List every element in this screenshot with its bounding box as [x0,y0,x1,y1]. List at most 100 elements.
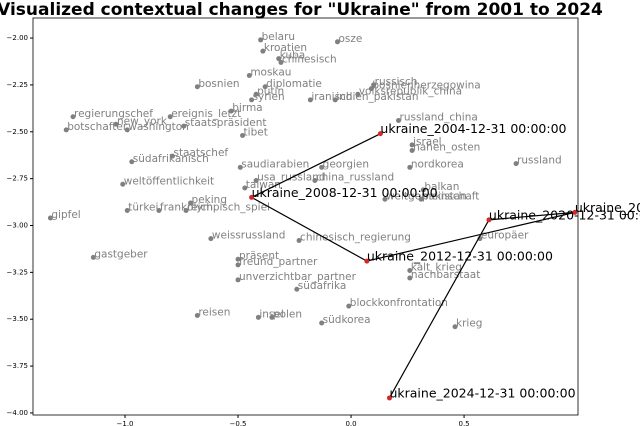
point [407,275,413,281]
x-tick-label: −1.0 [117,420,134,426]
point [296,237,302,243]
y-tick-label: −3.25 [7,268,28,276]
point-label: botschafter [67,121,128,133]
point-label: belaru [262,31,295,43]
point [208,236,214,242]
point [409,148,415,154]
point-label: bosnienherzegowina [372,80,480,92]
point [396,118,402,124]
point [407,267,413,273]
point-label: israel [413,136,442,148]
point [260,48,266,54]
point [319,320,325,326]
point-label: osze [338,33,362,45]
point-label: washington [128,121,189,133]
point [240,133,246,139]
point-label: weltöffentlichkeit [124,175,214,187]
point [124,127,130,133]
y-tick-label: −2.75 [7,175,28,183]
trajectory-label: ukraine_2020-12-31 00:00:00 [489,207,640,222]
point-label: indien_pakistan [336,91,418,103]
point-label: iranisch [311,91,352,103]
point [249,97,255,103]
trajectory-label: ukraine_2016-12-31 00:00:00 [575,200,640,215]
point-label: insel [259,308,283,320]
point-label: saudiarabien [241,158,309,170]
y-tick-label: −3.00 [7,221,28,229]
point-label: chinesisch [282,53,337,65]
point-label: russisch [375,76,418,88]
point-label: europäer [481,230,529,242]
point-label: nordkorea [411,158,464,170]
point-label: bosnien [198,78,239,90]
point [47,215,53,221]
point [255,314,261,320]
point [183,208,189,214]
point [420,187,426,193]
point [235,262,241,268]
point-label: georgien [323,158,369,170]
point [371,82,377,88]
y-tick-label: −2.50 [7,128,28,136]
point [368,86,374,92]
point [452,324,458,330]
point [407,164,413,170]
trajectory-point [572,209,578,215]
point-label: regierungschef [74,108,153,120]
point-label: new_york [117,115,168,127]
point-label: kalt_krieg [411,261,462,273]
y-tick-label: −4.00 [7,409,28,417]
point [382,196,388,202]
point-label: gipfel [51,209,80,221]
point-label: moskau [250,67,291,79]
trajectory-label: ukraine_2024-12-31 00:00:00 [389,385,575,400]
y-tick-label: −2.25 [7,81,28,89]
point-label: polen [273,308,302,320]
point-label: weltgemeinschaft [386,190,479,202]
point [242,185,248,191]
point-label: birma [232,102,262,114]
point [235,256,241,262]
x-tick-label: 0.0 [345,420,356,426]
point-label: staatschef [173,147,228,159]
point [90,254,96,260]
point-label: südkorea [323,314,371,326]
point [237,164,243,170]
point-label: präsent [239,250,279,262]
point [120,181,126,187]
point-label: russland [517,155,562,167]
point [269,314,275,320]
point [129,159,135,165]
point [167,114,173,120]
point-label: diplomatie [266,78,322,90]
trajectory-line [250,133,575,399]
point [235,277,241,283]
point-label: olympisch_spiel [187,202,270,214]
point [253,91,259,97]
point [253,178,259,184]
point-label: chinesisch_regierung [300,231,411,243]
point-label: peking [192,194,227,206]
x-tick-label: 0.5 [459,420,470,426]
point [246,73,252,79]
point-label: balkan [424,181,459,193]
point-label: syrien [253,91,285,103]
point-label: weissrussland [212,230,286,242]
point-label: südafrika [298,280,347,292]
trajectory-point [364,258,370,264]
x-tick-label: −0.5 [230,420,247,426]
plot-frame [32,17,579,416]
point [276,56,282,62]
point [332,97,338,103]
trajectory-point [486,217,492,223]
point [278,59,284,65]
trajectory-label: ukraine_2004-12-31 00:00:00 [380,121,566,136]
point [346,303,352,309]
trajectory-label: ukraine_2012-12-31 00:00:00 [367,249,553,264]
point [294,286,300,292]
point-label: unverzichtbar_partner [239,271,357,283]
trajectory-point [249,194,255,200]
point-label: staatspräsident [185,117,267,129]
point-label: krieg [456,318,482,330]
